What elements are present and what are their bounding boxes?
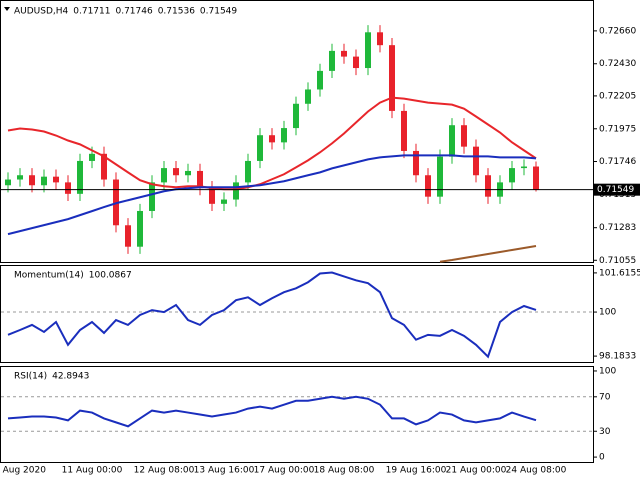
candle-body [317,70,323,90]
momentum-panel-frame [0,265,594,363]
candle-body [533,166,539,190]
candle-body [365,32,371,69]
y-tick-label: 0.71746 [599,157,636,167]
y-tick-label: 0.71055 [599,256,636,266]
y-tick-label: 101.6155 [599,268,640,278]
candle-body [125,225,131,247]
x-tick-label: 18 Aug 08:00 [314,466,375,476]
header-text: 0.71711 [73,7,110,17]
indicator-line [7,395,537,428]
candle-body [161,168,167,183]
candle-body [473,146,479,176]
y-tick-label: 98.1833 [599,352,636,362]
candle-body [281,128,287,143]
header-text: 100.0867 [89,271,132,281]
candle-body [269,135,275,143]
candle-body [329,50,335,71]
x-tick-label: 13 Aug 16:00 [194,466,255,476]
candle-body [197,170,203,189]
y-tick-label: 0.71283 [599,223,636,233]
indicator-line [7,271,537,359]
y-tick-label: 30 [599,427,611,437]
candle-body [341,50,347,57]
candle-body [101,153,107,180]
x-tick-label: 21 Aug 00:00 [446,466,507,476]
candle-body [185,170,191,176]
candle-body [233,182,239,200]
x-tick-label: 11 Aug 00:00 [62,466,123,476]
candle-body [221,199,227,204]
x-tick-label: 12 Aug 08:00 [134,466,195,476]
candle-body [209,188,215,204]
candle-body [521,166,527,169]
candle-body [77,160,83,194]
header-text: RSI(14) [14,372,47,382]
header-text: AUDUSD,H4 [14,7,69,17]
main-panel-frame [0,0,594,263]
candle-body [173,168,179,176]
header-text: 0.71746 [115,7,152,17]
candle-body [245,160,251,183]
y-tick-label: 0 [599,453,605,463]
header-text: 0.71549 [200,7,237,17]
y-tick-label: 100 [599,366,616,376]
current-price-label: 0.71549 [597,185,634,195]
header-text: 0.71536 [158,7,195,17]
x-tick-label: 24 Aug 08:00 [506,466,567,476]
candle-body [293,103,299,129]
candle-body [305,89,311,104]
candle-body [53,176,59,183]
candle-body [149,182,155,211]
candle-body [401,110,407,151]
header-text: 42.8943 [52,372,89,382]
candle-body [437,156,443,197]
candle-body [413,150,419,176]
indicator-line [7,154,537,236]
x-tick-label: 17 Aug 00:00 [254,466,315,476]
header-text: Momentum(14) [14,271,84,281]
candle-body [89,153,95,161]
candle-body [29,175,35,186]
x-tick-label: 7 Aug 2020 [0,466,46,476]
candle-body [41,176,47,186]
rsi-panel-frame [0,366,594,463]
candle-body [389,45,395,111]
candle-body [461,125,467,147]
candle-body [65,182,71,194]
candle-body [137,210,143,247]
candle-body [425,175,431,197]
candle-body [509,168,515,183]
y-tick-label: 100 [599,308,616,318]
candle-body [17,175,23,180]
x-tick-label: 19 Aug 16:00 [386,466,447,476]
candle-body [257,135,263,161]
indicator-line [439,245,537,263]
menu-arrow [4,7,10,11]
y-tick-label: 0.72660 [599,26,636,36]
candle-body [5,179,11,186]
candle-body [377,32,383,46]
indicator-line [7,96,537,191]
y-tick-label: 0.72205 [599,91,636,101]
y-tick-label: 0.71975 [599,124,636,134]
y-tick-label: 0.72430 [599,59,636,69]
candle-body [353,56,359,69]
candle-body [449,125,455,157]
y-tick-label: 70 [599,392,611,402]
current-price-box [594,183,640,196]
candle-body [485,175,491,197]
